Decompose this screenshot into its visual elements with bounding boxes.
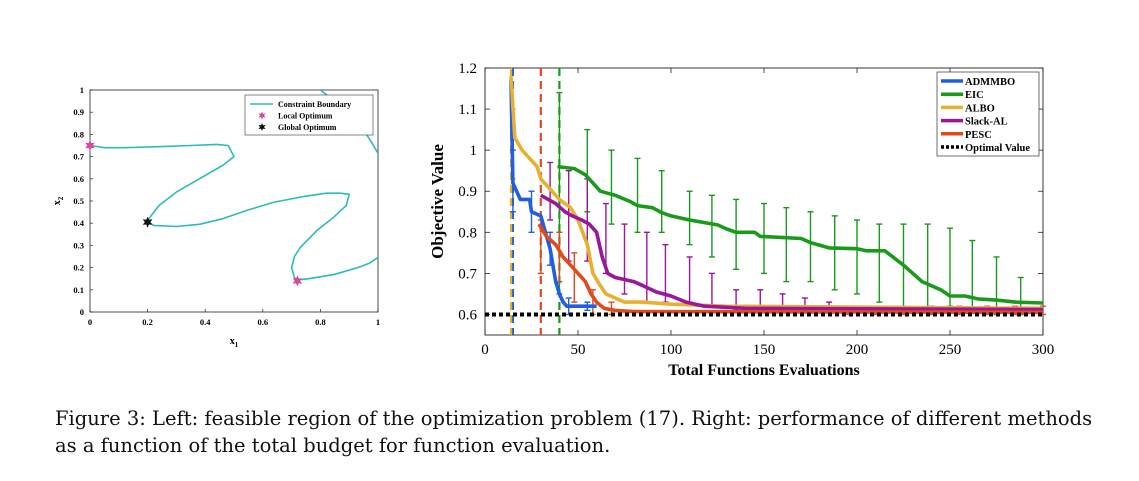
feasible-region-plot: 0 0.2 0.4 0.6 0.8 1 0 0.1 0.2 0.3 0.4 0.5 0.6 0.7 0.8 0… <box>52 85 380 349</box>
local-optimum-marker <box>85 140 95 151</box>
x-tick-label: 0.2 <box>142 317 153 327</box>
x-tick-label: 0 <box>481 342 489 358</box>
y-tick-label: 0.9 <box>458 184 477 200</box>
legend-label: PESC <box>965 130 992 141</box>
legend-box <box>244 94 374 136</box>
performance-plot: 0 50 100 150 200 250 300 0.6 0.7 0.8 0.9 1 1.1 1.2 Tot… <box>428 61 1055 379</box>
legend-label: ALBO <box>965 103 995 114</box>
y-tick-label: 0.2 <box>73 263 84 273</box>
x-axis-label: x1 <box>230 336 239 349</box>
local-optimum-marker <box>292 275 303 287</box>
legend-box <box>936 71 1040 157</box>
y-tick-label: 0.9 <box>73 107 84 117</box>
legend-marker-swatch <box>258 123 266 131</box>
y-tick-label: 0.8 <box>458 225 477 241</box>
y-tick-label: 1.2 <box>458 61 477 77</box>
y-axis-label: Objective Value <box>428 144 447 259</box>
y-tick-label: 0.8 <box>73 129 84 139</box>
x-tick-label: 150 <box>753 342 776 358</box>
series-line-admmbo <box>509 80 597 308</box>
y-tick-label: 1.1 <box>458 102 477 118</box>
y-tick-label: 1 <box>80 85 84 95</box>
series-line-albo <box>509 76 1043 311</box>
series-line-slack-al <box>539 193 1043 312</box>
series-line-eic <box>557 164 1043 305</box>
left-figure: 0 0.2 0.4 0.6 0.8 1 0 0.1 0.2 0.3 0.4 0.5 0.6 0.7 0.8 0… <box>40 75 390 355</box>
y-axis-label: x2 <box>52 196 65 205</box>
x-tick-label: 0.8 <box>315 317 326 327</box>
legend-label: Optimal Value <box>965 143 1030 154</box>
y-tick-label: 0.6 <box>458 307 477 323</box>
x-tick-label: 0.4 <box>200 317 211 327</box>
y-tick-label: 0.4 <box>73 218 84 228</box>
legend-label: ADMMBO <box>965 77 1015 88</box>
y-tick-label: 0.7 <box>458 266 477 282</box>
constraint-boundary-line <box>90 143 378 281</box>
y-tick-label: 0.5 <box>73 196 84 206</box>
series-line-pesc <box>537 223 1043 315</box>
y-tick-label: 1 <box>470 143 478 159</box>
legend-marker-swatch <box>258 111 266 120</box>
legend-label: Slack-AL <box>965 117 1008 128</box>
legend-label: EIC <box>965 90 984 101</box>
y-tick-label: 0.7 <box>73 152 84 162</box>
x-tick-label: 50 <box>571 342 586 358</box>
y-tick-label: 0.3 <box>73 240 84 250</box>
x-tick-label: 200 <box>846 342 869 358</box>
x-tick-label: 0.6 <box>257 317 268 327</box>
y-tick-label: 0 <box>80 307 84 317</box>
y-tick-label: 0.6 <box>73 174 84 184</box>
x-tick-label: 250 <box>939 342 962 358</box>
legend-label: Constraint Boundary <box>278 100 351 109</box>
figure-caption: Figure 3: Left: feasible region of the o… <box>55 407 1093 457</box>
global-optimum-marker <box>142 216 153 228</box>
legend-label: Local Optimum <box>278 112 333 121</box>
right-figure: 0 50 100 150 200 250 300 0.6 0.7 0.8 0.9 1 1.1 1.2 Tot… <box>420 55 1080 395</box>
y-tick-label: 0.1 <box>73 285 84 295</box>
x-tick-label: 0 <box>88 317 92 327</box>
x-tick-label: 1 <box>376 317 380 327</box>
x-tick-label: 300 <box>1032 342 1055 358</box>
x-axis-label: Total Functions Evaluations <box>668 362 859 379</box>
legend-label: Global Optimum <box>278 123 337 132</box>
x-tick-label: 100 <box>660 342 683 358</box>
